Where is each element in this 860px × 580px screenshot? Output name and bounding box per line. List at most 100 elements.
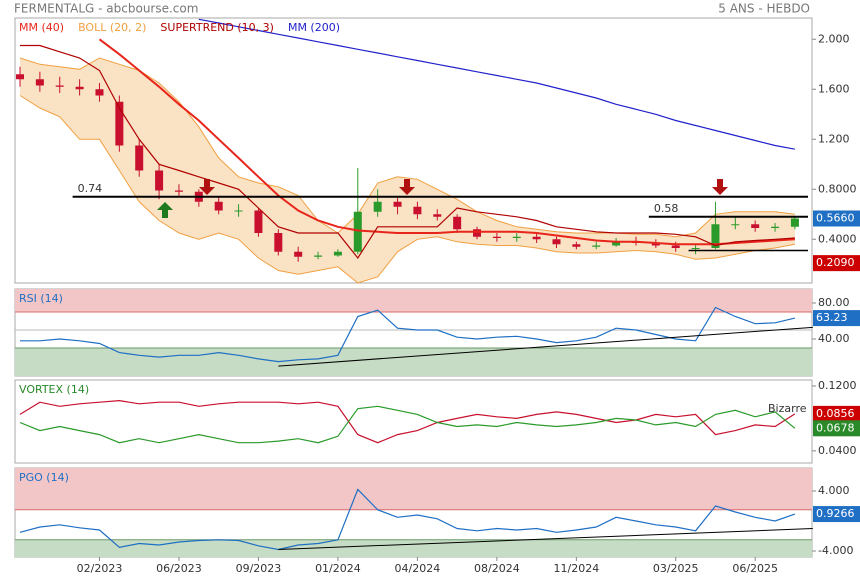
band-lower (19, 95, 795, 284)
sell-arrow (399, 179, 415, 195)
value-marker-label: 63.23 (816, 311, 848, 324)
panel-title: RSI (14) (19, 292, 63, 305)
y-tick-label: 2.000 (818, 32, 850, 45)
candle-body (671, 245, 680, 248)
x-tick-label: 02/2023 (77, 562, 123, 575)
legend-entry: SUPERTREND (10, 3) (160, 21, 274, 34)
candle-body (254, 210, 263, 233)
y-tick-label: -4.000 (818, 544, 853, 557)
y-tick-label: 0.4000 (818, 232, 857, 245)
candle-body (174, 190, 183, 192)
candle-body (95, 89, 104, 96)
value-marker (813, 405, 860, 422)
candle-body (16, 74, 24, 80)
value-marker (813, 255, 860, 272)
legend-entry: MM (40) (19, 21, 64, 34)
value-marker-label: 0.5660 (816, 212, 855, 225)
candle-body (512, 236, 521, 238)
candle-body (294, 251, 303, 257)
series-line (98, 38, 795, 246)
x-tick-label: 04/2024 (395, 562, 441, 575)
x-tick-label: 06/2025 (732, 562, 778, 575)
y-tick-label: 80.00 (818, 296, 850, 309)
x-tick-label: 03/2025 (653, 562, 699, 575)
candle-body (214, 201, 223, 211)
candle-body (393, 201, 402, 207)
band-upper (19, 57, 795, 238)
series-line (19, 399, 796, 444)
x-tick-label: 01/2024 (315, 562, 361, 575)
candle-body (532, 236, 541, 240)
sell-arrow (199, 179, 215, 195)
value-marker (813, 310, 860, 327)
value-marker-label: 0.9266 (816, 507, 855, 520)
candle-body (453, 216, 462, 230)
period: 5 ANS - HEBDO (718, 2, 810, 16)
candle-body (492, 236, 501, 238)
panel (14, 379, 813, 464)
x-tick-label: 08/2024 (474, 562, 520, 575)
x-tick-label: 11/2024 (554, 562, 600, 575)
band-fill (20, 58, 795, 283)
series-line (20, 44, 795, 260)
candle-body (234, 210, 243, 212)
value-marker (813, 506, 860, 523)
candle-body (333, 251, 342, 256)
y-tick-label: 4.000 (818, 484, 850, 497)
overbought-zone (15, 289, 812, 312)
candle-body (731, 224, 740, 226)
value-marker (813, 210, 860, 227)
candle-body (612, 241, 621, 246)
y-tick-label: 40.00 (818, 332, 850, 345)
legend-entry: MM (200) (288, 21, 340, 34)
candle-body (711, 224, 720, 248)
x-tick-label: 06/2023 (156, 562, 202, 575)
candle-body (314, 255, 323, 257)
y-tick-label: 0.0400 (818, 444, 857, 457)
trendline (278, 326, 813, 367)
y-tick-label: 0.1200 (818, 379, 857, 392)
candle-body (353, 211, 362, 252)
series-line (19, 488, 796, 551)
candle-body (473, 229, 482, 237)
panel-title: VORTEX (14) (19, 383, 89, 396)
candle-body (413, 206, 422, 215)
candle-body (115, 101, 124, 146)
value-marker (813, 420, 860, 437)
candle-body (135, 145, 144, 171)
annotation: Bizarre (768, 402, 807, 415)
source: FERMENTALG - abcbourse.com (14, 2, 198, 16)
series-line (19, 405, 796, 444)
value-marker-label: 0.0678 (816, 421, 855, 434)
y-tick-label: 1.600 (818, 82, 850, 95)
candle-body (373, 201, 382, 212)
value-marker-label: 0.0856 (816, 407, 855, 420)
oversold-zone (15, 348, 812, 376)
panel-title: PGO (14) (19, 471, 69, 484)
candle-body (75, 86, 84, 90)
legend-entry: BOLL (20, 2) (78, 21, 146, 34)
candle-body (35, 79, 44, 86)
y-tick-label: 1.200 (818, 132, 850, 145)
candle-body (572, 244, 581, 247)
candle-body (771, 226, 780, 228)
candle-body (274, 233, 283, 252)
series-line (198, 18, 796, 150)
candle-body (751, 224, 760, 228)
x-tick-label: 09/2023 (236, 562, 282, 575)
candle-body (433, 214, 442, 217)
candle-body (651, 243, 660, 246)
level-label: 0.58 (654, 202, 679, 215)
y-tick-label: 0.8000 (818, 182, 857, 195)
candle-body (691, 248, 700, 249)
candle-body (55, 85, 64, 87)
candle-body (592, 245, 601, 247)
level-label: 0.74 (78, 182, 103, 195)
candle-body (790, 218, 799, 227)
candle-body (155, 170, 164, 191)
oversold-zone (15, 539, 812, 557)
series-line (20, 306, 796, 363)
buy-arrow (157, 202, 173, 218)
